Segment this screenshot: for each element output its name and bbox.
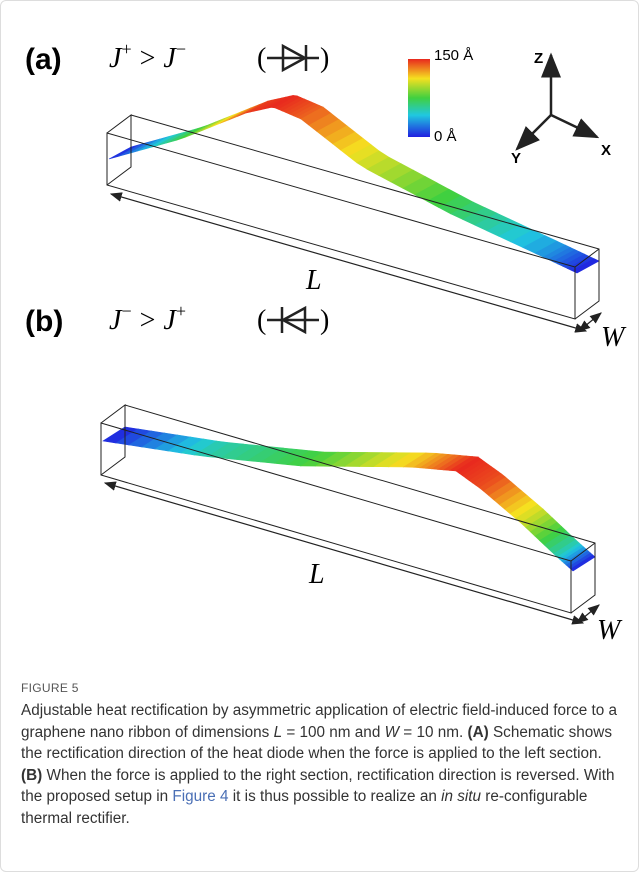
figure-page: (a) J+>J− ( ) 150 Å 0 Å Z Y X L W (b) J−…	[0, 0, 639, 872]
caption-text: in situ	[441, 788, 481, 805]
diode-symbol	[267, 45, 319, 71]
paren: (	[257, 43, 266, 74]
colorbar	[408, 59, 430, 137]
figure: (a) J+>J− ( ) 150 Å 0 Å Z Y X L W (b) J−…	[1, 1, 638, 671]
width-label: W	[601, 322, 627, 353]
figure-label: FIGURE 5	[21, 681, 79, 695]
width-arrow	[577, 605, 599, 623]
paren: )	[320, 305, 329, 336]
figure-link[interactable]: Figure 4	[172, 788, 228, 805]
colorbar-max: 150 Å	[434, 47, 473, 64]
axis-label: X	[601, 142, 611, 159]
axis-triad	[517, 55, 597, 149]
relation-part: >	[140, 305, 156, 336]
ribbons	[103, 95, 599, 571]
caption-text: it is thus possible to realize an	[229, 788, 442, 805]
panel-label: (a)	[25, 43, 62, 76]
caption: Adjustable heat rectification by asymmet…	[21, 700, 621, 830]
relation: J−>J+	[109, 301, 186, 336]
caption-text: (A)	[467, 724, 488, 741]
relation-part: +	[121, 39, 131, 59]
caption-text: (B)	[21, 767, 42, 784]
width-arrow	[579, 313, 601, 331]
caption-text: = 10 nm.	[399, 724, 467, 741]
paren: (	[257, 305, 266, 336]
relation-part: −	[121, 301, 131, 321]
caption-text: W	[385, 724, 399, 741]
relation: J+>J−	[109, 39, 186, 74]
relation-part: −	[176, 39, 186, 59]
axis-label: Z	[534, 50, 543, 67]
diode-symbol	[267, 307, 319, 333]
paren: )	[320, 43, 329, 74]
caption-text: = 100 nm and	[282, 724, 384, 741]
width-label: W	[597, 615, 623, 646]
colorbar-min: 0 Å	[434, 128, 457, 145]
length-label: L	[308, 559, 325, 590]
caption-text: L	[274, 724, 283, 741]
panel-label: (b)	[25, 305, 63, 338]
length-label: L	[305, 265, 322, 296]
axis-label: Y	[511, 150, 521, 167]
relation-part: +	[176, 301, 186, 321]
relation-part: >	[140, 43, 156, 74]
